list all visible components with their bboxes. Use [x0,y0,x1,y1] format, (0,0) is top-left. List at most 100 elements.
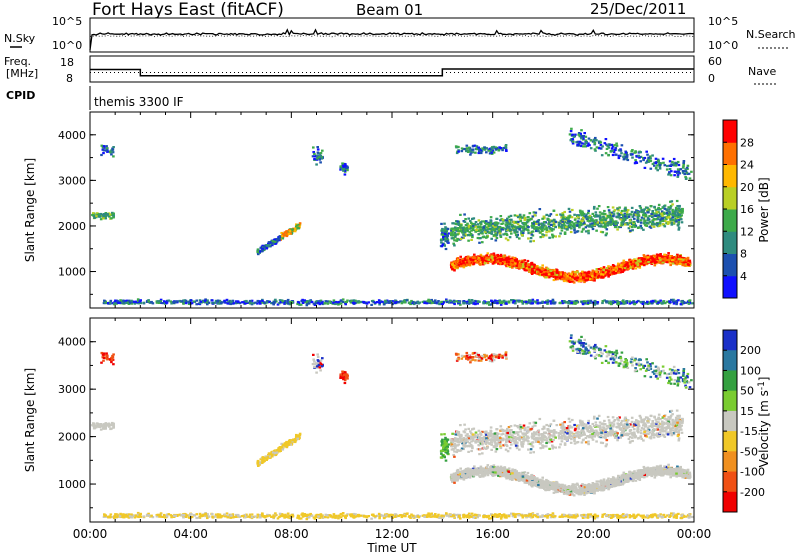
echo-cell [679,168,683,171]
echo-cell [456,233,459,236]
echo-cell [663,207,667,210]
echo-cell [643,261,646,264]
echo-cell [500,301,503,304]
nave-tick-top: 60 [708,55,722,68]
echo-cell [593,222,597,225]
echo-cell [570,301,573,305]
echo-cell [565,228,569,231]
echo-cell [110,150,114,153]
echo-cell [681,210,684,213]
echo-cell [517,300,520,303]
echo-cell [671,211,674,214]
echo-cell [543,217,546,220]
echo-cell [674,206,678,209]
echo-cell [522,225,526,229]
echo-cell [670,170,673,173]
echo-cell [385,300,388,303]
echo-cell [668,208,671,211]
echo-cell [465,263,469,266]
echo-cell [102,152,105,155]
echo-cell [479,237,482,240]
echo-cell [496,256,500,259]
echo-cell [663,253,666,256]
echo-cell [616,216,619,219]
echo-cell [535,228,538,231]
echo-cell [658,165,662,168]
echo-cell [574,271,577,274]
echo-cell [570,127,573,130]
echo-cell [507,215,511,218]
echo-cell [434,299,437,302]
echo-cell [473,256,477,259]
echo-cell [471,257,474,260]
echo-cell [639,224,643,227]
echo-cell [687,259,690,262]
echo-cell [608,273,611,276]
echo-cell [466,222,469,225]
echo-cell [663,216,666,219]
echo-cell [486,222,490,225]
echo-cell [639,262,642,265]
echo-cell [576,276,580,279]
echo-cell [583,271,586,274]
echo-cell [520,261,524,264]
echo-cell [102,145,106,148]
echo-cell [503,257,506,260]
echo-cell [567,277,570,280]
echo-cell [456,257,460,260]
echo-cell [572,224,576,227]
echo-cell [581,212,584,215]
echo-cell [555,213,559,216]
echo-cell [599,147,603,150]
echo-cell [617,156,621,160]
echo-cell [547,276,551,279]
echo-cell [317,156,321,159]
echo-cell [463,229,467,232]
echo-cell [167,299,171,302]
echo-cell [581,303,585,306]
echo-cell [545,231,548,234]
echo-cell [537,271,540,274]
echo-cell [507,261,510,264]
echo-cell [559,222,562,225]
echo-cell [616,207,619,210]
echo-cell [512,300,516,303]
echo-cell [151,302,155,305]
echo-cell [532,211,536,214]
echo-cell [545,226,548,229]
echo-cell [678,260,682,263]
echo-cell [242,301,245,304]
echo-cell [675,303,678,306]
echo-cell [653,264,657,267]
echo-cell [344,303,347,306]
echo-cell [561,277,564,281]
echo-cell [558,235,561,238]
echo-cell [542,271,546,274]
echo-cell [645,221,649,225]
echo-cell [272,302,275,305]
echo-cell [681,171,685,174]
echo-cell [617,301,621,304]
echo-cell [600,273,603,276]
echo-cell [297,223,301,226]
echo-cell [617,209,620,212]
echo-cell [584,226,588,229]
echo-cell [546,301,549,304]
echo-cell [345,300,348,304]
echo-cell [478,241,481,244]
echo-cell [643,264,646,267]
echo-cell [678,207,681,210]
echo-cell [670,223,674,226]
echo-cell [542,221,546,224]
echo-cell [475,145,479,148]
echo-cell [669,174,673,177]
echo-cell [600,274,604,277]
echo-cell [458,260,461,264]
echo-cell [428,301,431,304]
echo-cell [549,213,553,216]
echo-cell [479,253,483,256]
echo-cell [590,272,593,275]
echo-cell [636,219,639,222]
echo-cell [655,212,658,215]
echo-cell [460,261,463,264]
